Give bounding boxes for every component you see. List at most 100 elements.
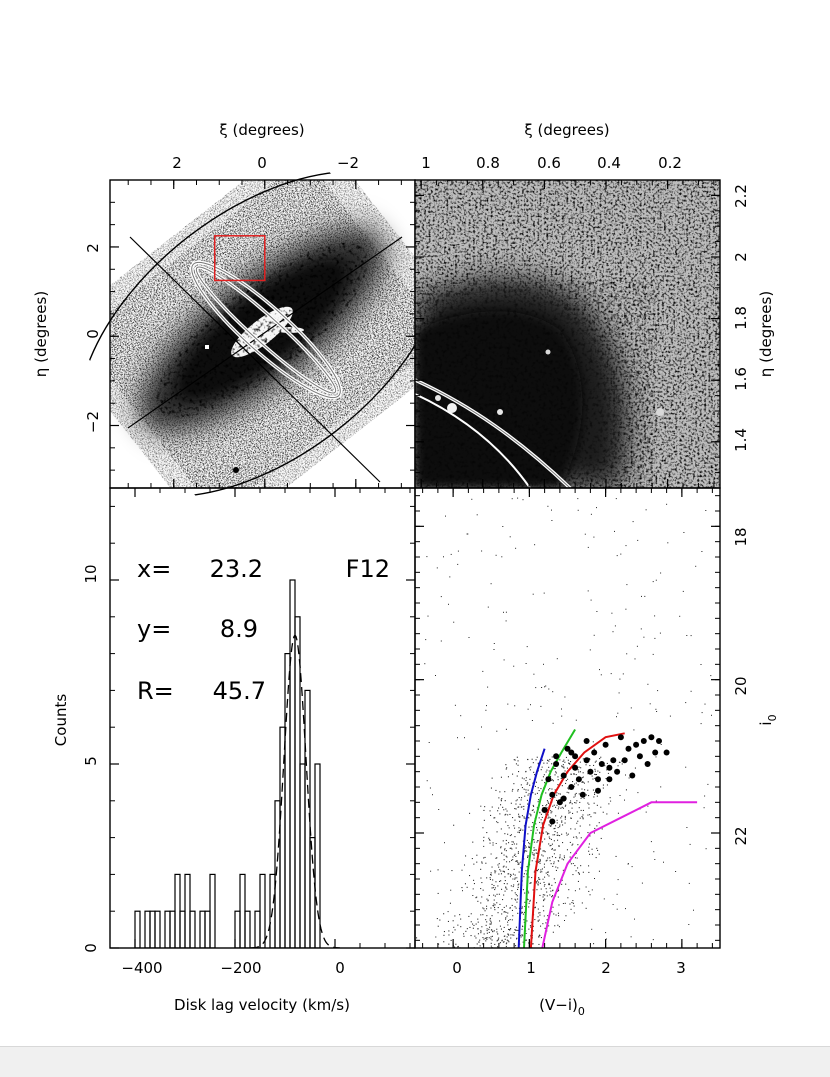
- field-star: [515, 926, 517, 928]
- field-star: [482, 907, 484, 909]
- field-star: [521, 907, 523, 909]
- field-star: [507, 825, 509, 827]
- field-star: [553, 849, 555, 851]
- tr-xtick-2: 0.8: [476, 154, 500, 172]
- field-star: [600, 837, 602, 839]
- member-star: [556, 799, 563, 806]
- field-star: [499, 791, 501, 793]
- field-star: [582, 758, 584, 760]
- field-star: [516, 929, 518, 931]
- field-star: [477, 918, 479, 920]
- field-star: [547, 817, 549, 819]
- field-star: [491, 806, 493, 808]
- field-star: [545, 813, 547, 815]
- field-star: [537, 883, 539, 885]
- field-star: [511, 790, 513, 792]
- field-star: [596, 507, 597, 509]
- field-star: [597, 770, 599, 772]
- field-star: [504, 938, 506, 940]
- field-star: [484, 806, 486, 808]
- field-star: [503, 865, 505, 867]
- field-star: [507, 703, 509, 705]
- field-star: [616, 908, 618, 910]
- field-star: [647, 683, 649, 685]
- field-star: [515, 860, 517, 862]
- field-star: [486, 705, 487, 707]
- field-star: [531, 877, 533, 879]
- member-star: [636, 753, 643, 760]
- field-star: [506, 915, 508, 917]
- field-star: [437, 869, 439, 871]
- field-star: [504, 833, 506, 835]
- field-star: [551, 848, 553, 850]
- field-star: [489, 810, 491, 812]
- field-star: [480, 932, 482, 934]
- field-star: [483, 840, 485, 842]
- field-star: [569, 856, 571, 858]
- field-star: [577, 867, 579, 869]
- field-star: [558, 926, 560, 928]
- field-star: [529, 847, 531, 849]
- field-star: [520, 784, 522, 786]
- field-star: [616, 893, 618, 895]
- field-star: [503, 870, 505, 872]
- field-star: [447, 920, 449, 922]
- field-star: [506, 861, 508, 863]
- histogram-bar: [204, 910, 211, 948]
- field-star: [509, 536, 511, 538]
- field-star: [594, 777, 596, 779]
- field-star: [544, 686, 546, 688]
- field-star: [579, 801, 581, 803]
- field-star: [617, 812, 619, 814]
- field-star: [593, 832, 595, 834]
- field-star: [450, 889, 452, 891]
- field-star: [483, 809, 485, 811]
- field-star: [523, 817, 525, 819]
- field-star: [511, 844, 513, 845]
- field-star: [529, 778, 531, 780]
- field-star: [448, 934, 450, 936]
- field-star: [488, 894, 490, 896]
- field-star: [454, 704, 456, 706]
- field-star: [563, 855, 565, 857]
- field-star: [511, 498, 513, 500]
- field-star: [583, 797, 585, 799]
- field-star: [534, 774, 536, 776]
- field-star: [477, 921, 479, 923]
- field-star: [488, 837, 490, 839]
- field-star: [440, 640, 442, 642]
- field-star: [598, 870, 600, 872]
- field-star: [649, 703, 651, 705]
- field-star: [559, 854, 561, 856]
- field-star: [625, 545, 627, 547]
- field-star: [540, 788, 542, 790]
- field-star: [497, 907, 499, 909]
- field-star: [582, 772, 584, 774]
- member-star: [545, 776, 552, 783]
- field-star: [540, 848, 542, 850]
- field-star: [489, 839, 491, 841]
- field-star: [701, 551, 703, 552]
- field-star: [488, 839, 490, 841]
- field-star: [547, 915, 549, 917]
- field-star: [552, 895, 554, 897]
- br-ytick-3: 22: [732, 826, 750, 845]
- field-star: [429, 787, 431, 789]
- field-star: [550, 812, 552, 814]
- field-star: [606, 813, 608, 815]
- field-star: [495, 789, 497, 791]
- field-star: [600, 674, 602, 676]
- field-star: [540, 827, 542, 829]
- field-star: [541, 816, 543, 818]
- field-star: [573, 773, 575, 775]
- field-star: [577, 880, 579, 882]
- field-star: [537, 908, 539, 910]
- field-star: [485, 862, 487, 864]
- field-star: [563, 766, 565, 768]
- field-star: [542, 896, 544, 898]
- field-star: [543, 592, 545, 594]
- field-star: [485, 937, 487, 939]
- field-star: [575, 719, 577, 721]
- field-star: [524, 901, 526, 903]
- field-star: [510, 934, 512, 936]
